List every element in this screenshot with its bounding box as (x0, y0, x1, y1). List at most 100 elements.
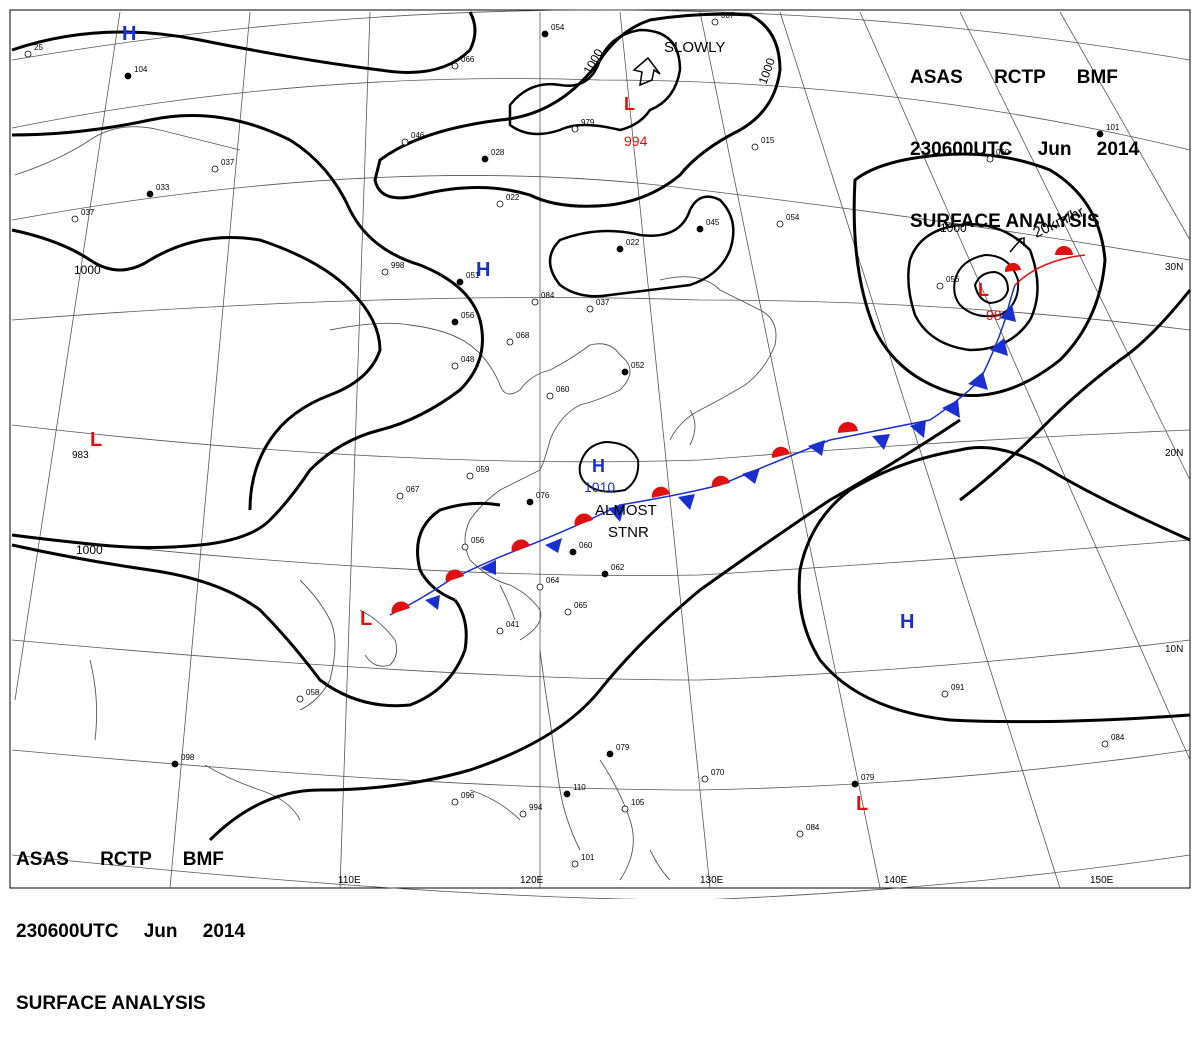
high-center-marker: H (592, 456, 605, 476)
station-value: 056 (471, 536, 485, 545)
station-value: 052 (631, 361, 645, 370)
station-circle (776, 220, 784, 228)
lon-label: 150E (1090, 875, 1114, 886)
station-value: 068 (516, 331, 530, 340)
lon-label: 130E (700, 875, 724, 886)
station-circle (606, 750, 614, 758)
isobar-label: 1000 (756, 56, 778, 86)
isobar-label: 1000 (74, 263, 101, 277)
station-value: 060 (579, 541, 593, 550)
station-value: 096 (461, 791, 475, 800)
station-circle (24, 50, 32, 58)
station-value: 037 (221, 158, 235, 167)
title-line-1: ASAS RCTP BMF (16, 849, 224, 870)
station-circle (451, 798, 459, 806)
low-center-marker: L (978, 280, 989, 300)
station-value: 022 (506, 193, 520, 202)
lat-label: 30N (1165, 262, 1183, 273)
station-circle (526, 498, 534, 506)
station-circle (496, 627, 504, 635)
station-value: 994 (529, 803, 543, 812)
station-value: 079 (616, 743, 630, 752)
station-circle (1101, 740, 1109, 748)
high-center-marker: H (122, 23, 136, 45)
high-center-marker: H (900, 611, 914, 633)
station-circle (936, 282, 944, 290)
station-value: 037 (596, 298, 610, 307)
station-value: 041 (506, 620, 520, 629)
station-value: 084 (806, 823, 820, 832)
station-value: 091 (951, 683, 965, 692)
lon-label: 120E (520, 875, 544, 886)
almost-label: ALMOST (595, 502, 657, 519)
lat-label: 20N (1165, 448, 1183, 459)
slowly-label: SLOWLY (664, 39, 725, 56)
station-circle (531, 298, 539, 306)
low-center-value: 994 (624, 133, 648, 149)
low-center-marker: L (360, 608, 372, 630)
station-value: 037 (81, 208, 95, 217)
station-value: 25 (34, 43, 43, 52)
station-circle (563, 790, 571, 798)
stationary-front (389, 246, 1086, 616)
station-value: 022 (626, 238, 640, 247)
station-circle (796, 830, 804, 838)
station-circle (451, 62, 459, 70)
station-value: 084 (541, 291, 555, 300)
high-center-value: 1010 (584, 479, 615, 495)
isobar-label: 1000 (580, 46, 606, 76)
station-circle (586, 305, 594, 313)
station-value: 058 (306, 688, 320, 697)
station-value: 066 (461, 55, 475, 64)
low-center-marker: L (624, 94, 635, 114)
station-value: 105 (631, 798, 645, 807)
station-value: 979 (581, 118, 595, 127)
station-value: 028 (491, 148, 505, 157)
graticule-labels: 110E 120E 130E 140E 150E 30N 20N 10N (338, 262, 1183, 886)
title-line-1: ASAS RCTP BMF (910, 67, 1118, 88)
station-value: 076 (536, 491, 550, 500)
station-circle (396, 492, 404, 500)
station-circle (171, 760, 179, 768)
station-value: 065 (574, 601, 588, 610)
station-value: 060 (996, 148, 1010, 157)
station-value: 101 (581, 853, 595, 862)
station-circle (696, 225, 704, 233)
station-plots: 054 25 007 104 066 046 028 979 037 033 037 998 051 08… (24, 11, 1125, 868)
station-value: 048 (461, 355, 475, 364)
station-value: 098 (181, 753, 195, 762)
movement-arrow (632, 56, 1025, 253)
station-value: 046 (411, 131, 425, 140)
stnr-label: STNR (608, 524, 649, 541)
station-circle (461, 543, 469, 551)
station-circle (401, 138, 409, 146)
station-value: 060 (556, 385, 570, 394)
station-value: 015 (761, 136, 775, 145)
station-circle (541, 30, 549, 38)
station-value: 054 (551, 23, 565, 32)
station-circle (621, 368, 629, 376)
isobar-label: 1000 (76, 543, 103, 557)
station-circle (751, 143, 759, 151)
lat-label: 10N (1165, 644, 1183, 655)
station-circle (986, 155, 994, 163)
low-center-value: 983 (72, 450, 89, 461)
station-circle (616, 245, 624, 253)
station-value: 056 (946, 275, 960, 284)
station-circle (701, 775, 709, 783)
station-value: 059 (476, 465, 490, 474)
station-circle (564, 608, 572, 616)
station-value: 067 (406, 485, 420, 494)
title-line-3: SURFACE ANALYSIS (16, 993, 206, 1014)
station-value: 033 (156, 183, 170, 192)
map-title-bottom-left: ASAS RCTP BMF 230600UTC Jun 2014 SURFACE… (16, 800, 245, 1040)
station-value: 101 (1106, 123, 1120, 132)
station-circle (296, 695, 304, 703)
station-circle (496, 200, 504, 208)
station-circle (71, 215, 79, 223)
station-value: 064 (546, 576, 560, 585)
title-line-2: 230600UTC Jun 2014 (16, 921, 246, 942)
station-circle (466, 472, 474, 480)
pressure-centers: L 994 L 98 H 1010 H H H L 983 L L (72, 23, 1002, 815)
station-circle (546, 392, 554, 400)
